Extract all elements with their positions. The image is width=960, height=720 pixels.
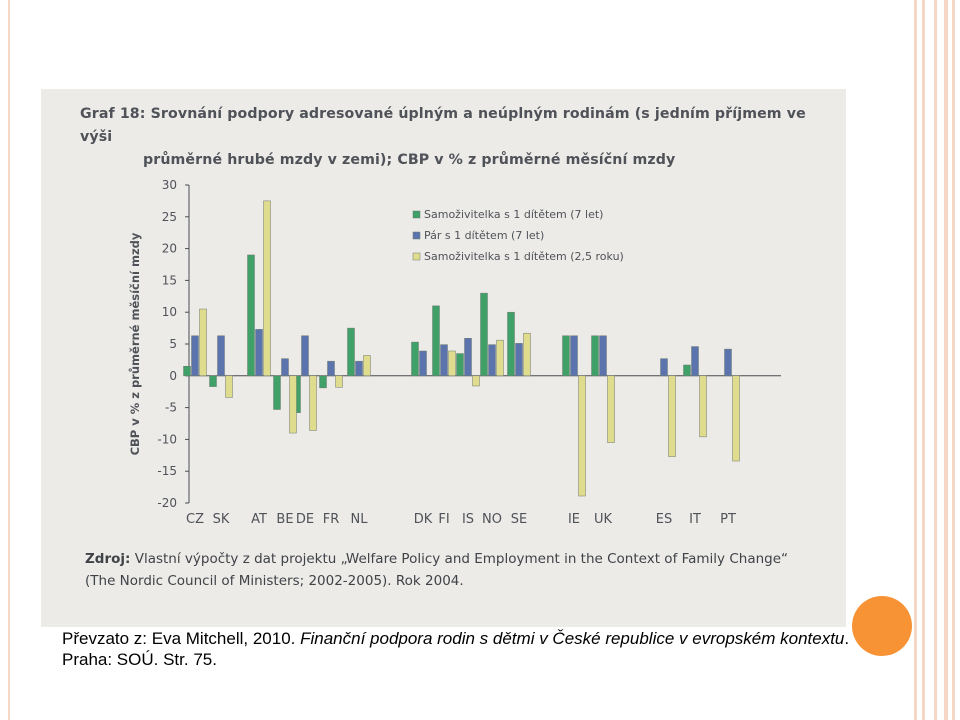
bar [699, 375, 707, 438]
y-axis-label: CBP v % z průměrné měsíční mzdy [128, 232, 142, 455]
bar [319, 375, 327, 389]
y-tick-label: 0 [169, 369, 177, 383]
x-tick-label: SK [213, 512, 230, 527]
x-tick-label: DE [296, 512, 314, 527]
bar [472, 375, 480, 387]
bar [411, 341, 419, 377]
y-tick-label: -20 [157, 496, 177, 510]
bar [363, 355, 371, 377]
bar [355, 360, 363, 377]
bar [464, 338, 472, 377]
x-tick-label: IE [568, 512, 580, 527]
bar [432, 305, 440, 377]
bar [562, 335, 570, 377]
bar [488, 344, 496, 377]
bar [515, 343, 523, 377]
y-tick-label: -15 [157, 464, 177, 478]
bar [683, 364, 691, 377]
bar [668, 375, 676, 457]
bar [440, 344, 448, 377]
bar [456, 353, 464, 377]
bar-chart: 30 25 20 15 10 5 0 -5 -10 -15 -20 CBP v % z průměrn… [128, 178, 781, 527]
bar [480, 292, 488, 377]
bar [578, 375, 586, 497]
bar [191, 335, 199, 377]
x-tick-label: IS [462, 512, 474, 527]
y-tick-label: 25 [162, 210, 177, 224]
bar [507, 311, 515, 377]
bar [225, 375, 233, 398]
decorative-orange-circle [852, 596, 912, 656]
legend-entry: Samoživitelka s 1 dítětem (7 let) [424, 208, 603, 221]
legend-swatch [412, 252, 421, 261]
x-tick-label: PT [720, 512, 736, 527]
bar [255, 329, 263, 377]
bar [347, 327, 355, 377]
figure-source: Zdroj: Vlastní výpočty z dat projektu „W… [85, 549, 845, 593]
bar [570, 335, 578, 377]
legend-entry: Samoživitelka s 1 dítětem (2,5 roku) [424, 250, 624, 263]
bar [247, 254, 255, 377]
x-tick-label: FI [438, 512, 449, 527]
caption-title: Finanční podpora rodin s dětmi v České r… [300, 629, 845, 648]
y-tick-label: -5 [165, 401, 177, 415]
y-tick-label: 20 [162, 242, 177, 256]
bar [273, 375, 281, 410]
bar [263, 200, 271, 377]
slide-right-stripes [910, 0, 960, 720]
bar [217, 335, 225, 377]
bar [448, 350, 456, 377]
x-tick-label: UK [594, 512, 613, 527]
bar [591, 335, 599, 377]
bar [419, 350, 427, 377]
legend-entry: Pár s 1 dítětem (7 let) [424, 229, 544, 242]
y-tick-label: 10 [162, 305, 177, 319]
legend-swatch [412, 231, 421, 240]
bar [607, 375, 615, 443]
slide-caption: Převzato z: Eva Mitchell, 2010. Finanční… [62, 629, 862, 670]
bar [199, 308, 207, 377]
bar [289, 375, 297, 434]
legend-swatch [412, 210, 421, 219]
source-line2: (The Nordic Council of Ministers; 2002-2… [85, 572, 464, 589]
x-tick-label: DK [414, 512, 433, 527]
source-lead: Zdroj: [85, 551, 131, 567]
bar [209, 375, 217, 387]
x-tick-label: IT [689, 512, 701, 527]
bar [599, 335, 607, 377]
x-tick-label: CZ [186, 512, 204, 527]
y-tick-label: 15 [162, 273, 177, 287]
bar [183, 366, 191, 377]
x-tick-label: NO [482, 512, 502, 527]
caption-suffix: . Praha: SOÚ. Str. 75. [62, 629, 850, 669]
bar [732, 375, 740, 462]
x-tick-label: BE [276, 512, 293, 527]
bar [335, 375, 343, 388]
bar [327, 360, 335, 377]
y-tick-label: 30 [162, 178, 177, 192]
bar [281, 358, 289, 377]
x-tick-label: ES [656, 512, 672, 527]
x-tick-label: NL [351, 512, 369, 527]
bar [496, 339, 504, 377]
bar [691, 346, 699, 377]
bar [724, 348, 732, 377]
figure-title-line1: Graf 18: Srovnání podpory adresované úpl… [80, 106, 806, 145]
bar [523, 332, 531, 377]
slide-left-frame [8, 0, 10, 720]
bar [660, 358, 668, 377]
y-tick-label: 5 [169, 337, 177, 351]
source-line1: Vlastní výpočty z dat projektu „Welfare … [134, 551, 789, 567]
bar [309, 375, 317, 431]
caption-prefix: Převzato z: Eva Mitchell, 2010. [62, 629, 301, 648]
bar [301, 335, 309, 377]
figure-title: Graf 18: Srovnání podpory adresované úpl… [80, 103, 840, 172]
y-tick-label: -10 [157, 432, 177, 446]
x-tick-label: FR [323, 512, 340, 527]
x-tick-label: SE [511, 512, 527, 527]
figure-title-line2: průměrné hrubé mzdy v zemi); CBP v % z p… [143, 152, 676, 168]
x-tick-label: AT [251, 512, 267, 527]
